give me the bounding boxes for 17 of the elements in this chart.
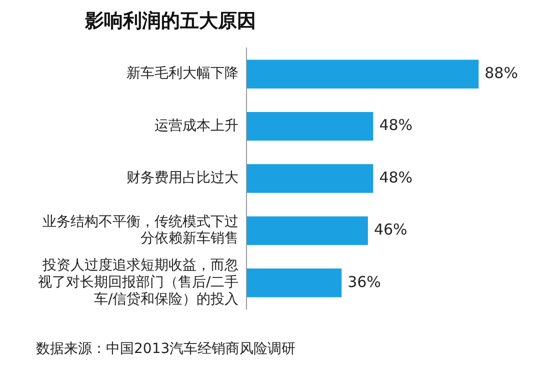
bar xyxy=(246,164,374,193)
y-tick-label: 财务费用占比过大 xyxy=(126,170,239,186)
bar xyxy=(246,216,368,246)
data-label: 48% xyxy=(379,168,413,186)
y-tick-label: 业务结构不平衡，传统模式下过分依赖新车销售 xyxy=(42,214,239,247)
chart-title: 影响利润的五大原因 xyxy=(85,9,256,34)
bar xyxy=(246,112,374,141)
data-label: 46% xyxy=(374,220,408,239)
bar xyxy=(246,60,479,88)
data-label: 36% xyxy=(348,272,381,291)
source-note: 数据来源：中国2013汽车经销商风险调研 xyxy=(36,340,296,358)
y-tick-label: 投资人过度追求短期收益，而忽视了对长期回报部门（售后/二手车/信贷和保险）的投入 xyxy=(38,258,239,308)
y-tick-label: 新车毛利大幅下降 xyxy=(126,66,239,82)
data-label: 88% xyxy=(484,64,518,82)
y-tick-label: 运营成本上升 xyxy=(154,118,239,134)
bar xyxy=(246,268,342,298)
data-label: 48% xyxy=(379,116,413,134)
